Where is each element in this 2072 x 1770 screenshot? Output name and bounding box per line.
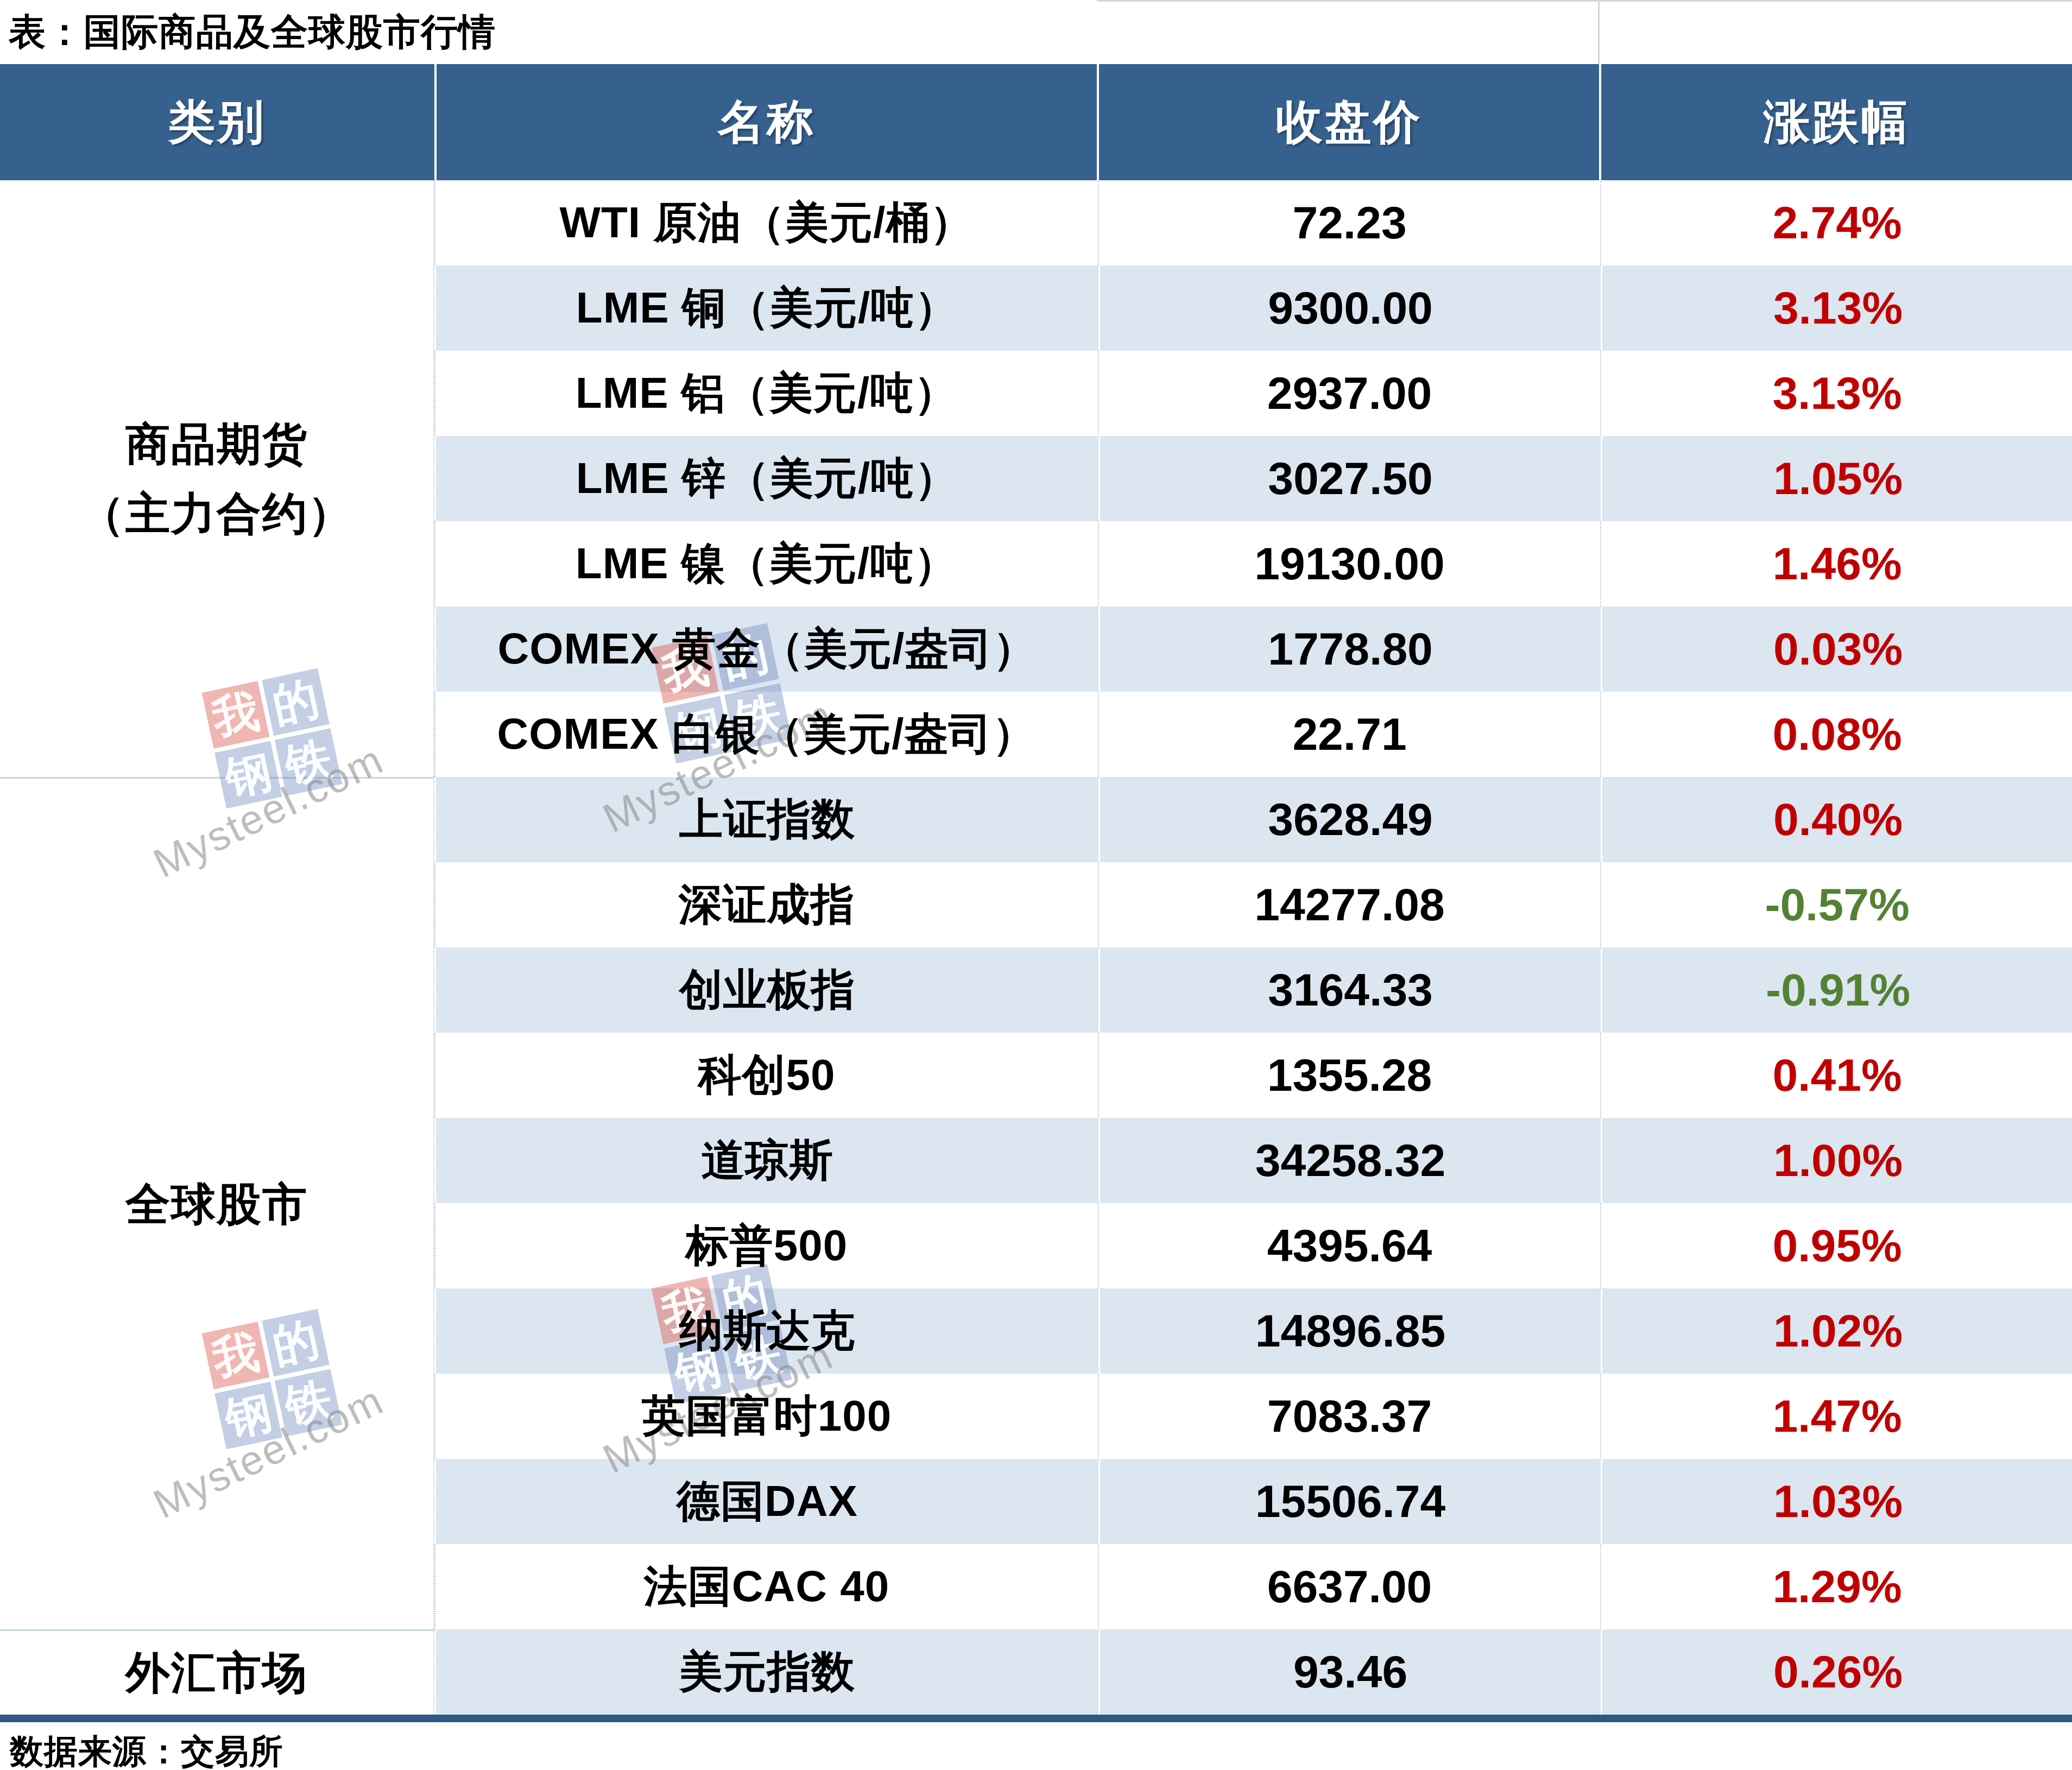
close-price: 2937.00 [1098,351,1600,436]
table-row: LME 铜（美元/吨）9300.003.13% [434,266,2072,351]
close-price: 14896.85 [1098,1288,1601,1374]
close-price: 7083.37 [1098,1374,1600,1459]
category-cell-commodity-futures: 商品期货（主力合约） [0,180,434,777]
change-percent: 1.02% [1601,1288,2072,1374]
table-header-row: 类别名称收盘价涨跌幅 [0,64,2072,180]
category-cell-global-stocks: 全球股市 [0,777,434,1629]
change-percent: 2.74% [1600,180,2072,266]
table-row: COMEX 黄金（美元/盎司）1778.800.03% [434,606,2072,692]
change-percent: 1.00% [1601,1118,2072,1203]
instrument-name: 美元指数 [436,1629,1098,1715]
change-percent: -0.91% [1601,947,2072,1033]
instrument-name: LME 锌（美元/吨） [436,436,1098,521]
table-row: 深证成指14277.08-0.57% [434,862,2072,947]
table-row: 科创501355.280.41% [434,1033,2072,1118]
instrument-name: 法国CAC 40 [435,1544,1098,1629]
close-price: 1355.28 [1098,1033,1600,1118]
instrument-name: 上证指数 [436,777,1098,862]
table-row: 法国CAC 406637.001.29% [434,1544,2072,1629]
category-label: 商品期货 [125,409,308,478]
instrument-name: 英国富时100 [435,1374,1098,1459]
change-percent: 1.47% [1600,1374,2072,1459]
table-row: 纳斯达克14896.851.02% [434,1288,2072,1374]
table-title: 表：国际商品及全球股市行情 [9,8,496,57]
table-row: WTI 原油（美元/桶）72.232.74% [434,180,2072,266]
table-row: LME 铝（美元/吨）2937.003.13% [434,351,2072,436]
change-percent: 3.13% [1600,351,2072,436]
change-percent: 1.29% [1600,1544,2072,1629]
close-price: 3164.33 [1098,947,1601,1033]
instrument-name: COMEX 黄金（美元/盎司） [436,606,1098,692]
table-row: 道琼斯34258.321.00% [434,1118,2072,1203]
table-bottom-border [0,1715,2072,1722]
instrument-name: 德国DAX [436,1459,1098,1544]
page: 表：国际商品及全球股市行情 类别名称收盘价涨跌幅 商品期货（主力合约） 全球股市外… [0,0,2072,1770]
table-body: WTI 原油（美元/桶）72.232.74%LME 铜（美元/吨）9300.00… [434,180,2072,1715]
table-row: 创业板指3164.33-0.91% [434,947,2072,1033]
table-row: 德国DAX15506.741.03% [434,1459,2072,1544]
instrument-name: WTI 原油（美元/桶） [435,180,1098,266]
data-source: 数据来源：交易所 [10,1729,283,1770]
change-percent: 1.05% [1601,436,2072,521]
table-row: COMEX 白银（美元/盎司）22.710.08% [434,692,2072,777]
close-price: 93.46 [1098,1629,1601,1715]
change-percent: 0.41% [1600,1033,2072,1118]
close-price: 1778.80 [1098,606,1601,692]
table-row: LME 镍（美元/吨）19130.001.46% [434,521,2072,606]
close-price: 6637.00 [1098,1544,1600,1629]
close-price: 34258.32 [1098,1118,1601,1203]
table-row: 美元指数93.460.26% [434,1629,2072,1715]
header-cell-category: 类别 [0,64,434,180]
instrument-name: LME 镍（美元/吨） [435,521,1098,606]
change-percent: 0.40% [1601,777,2072,862]
table-row: 英国富时1007083.371.47% [434,1374,2072,1459]
close-price: 14277.08 [1098,862,1600,947]
category-label: （主力合约） [80,479,353,548]
spreadsheet-gridline-horizontal [1097,0,2072,2]
instrument-name: LME 铝（美元/吨） [435,351,1098,436]
change-percent: 3.13% [1601,266,2072,351]
close-price: 3628.49 [1098,777,1601,862]
instrument-name: 标普500 [435,1203,1098,1288]
change-percent: 0.03% [1601,606,2072,692]
change-percent: 1.46% [1600,521,2072,606]
close-price: 22.71 [1098,692,1600,777]
change-percent: -0.57% [1600,862,2072,947]
header-cell-close: 收盘价 [1097,64,1599,180]
header-cell-name: 名称 [434,64,1097,180]
change-percent: 0.95% [1600,1203,2072,1288]
close-price: 19130.00 [1098,521,1600,606]
close-price: 9300.00 [1098,266,1601,351]
instrument-name: 深证成指 [435,862,1098,947]
close-price: 3027.50 [1098,436,1601,521]
instrument-name: 科创50 [435,1033,1098,1118]
change-percent: 1.03% [1601,1459,2072,1544]
instrument-name: COMEX 白银（美元/盎司） [435,692,1098,777]
instrument-name: 纳斯达克 [436,1288,1098,1374]
change-percent: 0.08% [1600,692,2072,777]
category-label: 全球股市 [125,1170,308,1238]
table-row: 上证指数3628.490.40% [434,777,2072,862]
header-cell-change: 涨跌幅 [1599,64,2072,180]
instrument-name: LME 铜（美元/吨） [436,266,1098,351]
category-label: 外汇市场 [125,1638,308,1707]
close-price: 4395.64 [1098,1203,1600,1288]
close-price: 72.23 [1098,180,1600,266]
instrument-name: 创业板指 [436,947,1098,1033]
close-price: 15506.74 [1098,1459,1601,1544]
category-cell-fx-market: 外汇市场 [0,1629,434,1715]
change-percent: 0.26% [1601,1629,2072,1715]
table-row: 标普5004395.640.95% [434,1203,2072,1288]
instrument-name: 道琼斯 [436,1118,1098,1203]
table-row: LME 锌（美元/吨）3027.501.05% [434,436,2072,521]
spreadsheet-gridline-vertical [1598,0,1600,64]
